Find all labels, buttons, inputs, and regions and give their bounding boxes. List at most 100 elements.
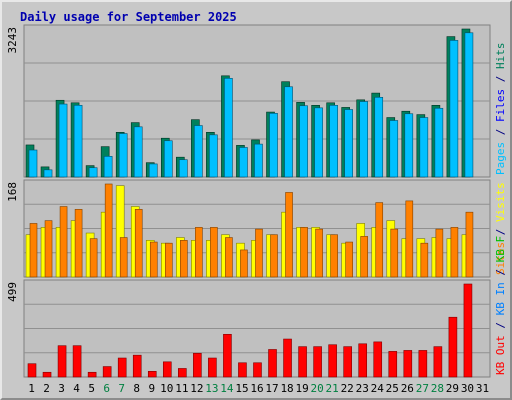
sites-bar [330,234,338,278]
x-tick-label: 10 [160,382,173,395]
kbytes-bar [268,349,277,378]
legend-item: Files [494,89,507,122]
x-tick-label: 17 [265,382,278,395]
pages-bar [73,105,83,178]
kbytes-bar [403,350,413,378]
sites-bar [59,206,68,278]
x-tick-label: 13 [205,382,218,395]
legend-separator: / [494,122,507,142]
pages-bar [43,169,53,178]
x-tick-label: 7 [118,382,125,395]
legend-item: Pages [494,142,507,175]
kbytes-bar [162,361,172,378]
x-tick-label: 30 [461,382,474,395]
legend-separator: / [494,222,507,242]
kbytes-bar [373,341,383,378]
sites-bar [285,192,293,278]
x-tick-label: 18 [280,382,293,395]
x-tick-label: 15 [235,382,248,395]
x-tick-label: 26 [401,382,414,395]
kbytes-bar [132,354,142,378]
kbytes-bar [313,346,322,378]
pages-bar [88,167,98,178]
sites-bar [240,249,248,278]
sites-bar [405,200,414,278]
sites-bar [255,228,263,278]
sites-bar [210,227,218,278]
pages-bar [374,97,384,178]
kbytes-bar [223,333,232,378]
kbytes-bar [42,371,52,378]
kbytes-bar [418,350,428,378]
x-tick-label: 1 [28,382,35,395]
pages-bar [239,147,248,178]
pages-bar [299,105,308,178]
legend: Pages / Files / Hits [494,43,507,176]
sites-bar [390,228,399,278]
sites-bar [435,228,444,278]
sites-bar [315,228,323,278]
kbytes-bar [27,363,37,378]
kbytes-bar [328,344,337,378]
sites-bar [225,237,233,278]
kbytes-bar [358,343,368,378]
sites-bar [195,227,203,278]
pages-bar [148,163,158,178]
y-max-label: 168 [6,182,19,202]
pages-bar [434,107,444,178]
x-tick-label: 9 [148,382,155,395]
sites-bar [180,240,188,278]
pages-bar [389,120,399,178]
x-tick-label: 27 [416,382,429,395]
kbytes-bar [433,346,443,378]
sites-bar [164,242,173,278]
x-tick-label: 25 [386,382,399,395]
sites-bar [104,183,113,278]
x-tick-label: 8 [133,382,140,395]
kbytes-bar [147,371,157,378]
sites-bar [375,202,384,278]
pages-bar [254,143,263,178]
x-tick-label: 12 [190,382,203,395]
legend-item: KB Out [494,335,507,375]
kbytes-bar [72,345,82,378]
sites-bar [450,227,459,278]
pages-bar [163,140,173,178]
x-tick-label: 28 [431,382,444,395]
pages-bar [449,40,459,178]
legend: Sites / Visits [494,182,507,275]
sites-bar [29,223,38,278]
pages-bar [133,126,143,178]
kbytes-bar [193,352,202,378]
pages-bar [179,159,188,178]
pages-bar [58,103,68,178]
kbytes-bar [298,346,307,378]
x-tick-label: 16 [250,382,263,395]
kbytes-bar [463,283,473,378]
legend-item: KB F [494,236,507,263]
pages-bar [419,117,429,178]
legend: KB Out / KB In / KB F [494,236,507,375]
kbytes-bar [117,357,127,378]
kbytes-bar [283,338,292,378]
x-tick-label: 14 [220,382,234,395]
kbytes-bar [208,357,217,378]
legend-item: Visits [494,182,507,222]
sites-bar [300,227,308,278]
y-max-label: 3243 [6,27,19,54]
x-tick-label: 19 [295,382,308,395]
kbytes-bar [87,371,97,378]
kbytes-bar [343,346,352,378]
pages-bar [464,32,474,178]
x-tick-label: 23 [356,382,369,395]
kbytes-bar [253,362,262,378]
kbytes-bar [238,362,247,378]
x-tick-label: 21 [326,382,339,395]
kbytes-bar [388,351,398,378]
x-tick-label: 6 [103,382,110,395]
sites-bar [345,241,353,278]
pages-bar [28,149,38,178]
kbytes-bar [102,366,112,378]
x-tick-label: 22 [341,382,354,395]
